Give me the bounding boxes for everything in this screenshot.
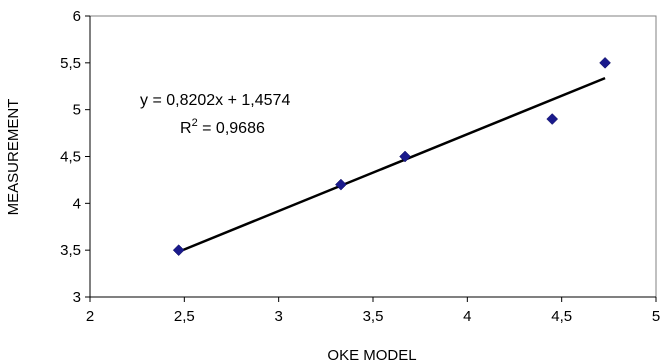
- x-tick-label: 4,5: [551, 308, 572, 325]
- y-tick-label: 4: [73, 195, 81, 212]
- data-point-diamond: [335, 178, 347, 191]
- y-tick-label: 5: [73, 102, 81, 119]
- x-tick-label: 5: [652, 308, 660, 325]
- y-tick-label: 6: [73, 8, 81, 25]
- trendline-equation: y = 0,8202x + 1,4574: [140, 92, 290, 109]
- x-tick-label: 2: [86, 308, 94, 325]
- x-tick-label: 4: [463, 308, 471, 325]
- data-point-diamond: [546, 113, 559, 125]
- data-points: [172, 56, 611, 257]
- y-axis-title: MEASUREMENT: [5, 99, 22, 216]
- x-tick-label: 3,5: [363, 308, 384, 325]
- y-tick-label: 3,5: [60, 242, 81, 259]
- plot-frame: [89, 15, 657, 298]
- x-tick-label: 2,5: [174, 308, 195, 325]
- x-axis-title: OKE MODEL: [327, 347, 416, 363]
- data-point-diamond: [599, 56, 611, 69]
- trendline-group: [178, 76, 606, 253]
- trendline: [178, 76, 606, 253]
- data-point-diamond: [399, 150, 411, 163]
- y-tick-label: 5,5: [60, 55, 81, 72]
- x-axis-ticks: 2 2,5 3 3,5 4 4,5 5: [86, 297, 660, 325]
- r-squared-label: R2 = 0,9686: [180, 117, 265, 137]
- data-point-diamond: [172, 244, 185, 257]
- y-tick-label: 3: [73, 289, 81, 306]
- x-tick-label: 3: [274, 308, 282, 325]
- plot-border: [89, 15, 657, 298]
- y-axis-ticks: 3 3,5 4 4,5 5 5,5 6: [60, 8, 90, 306]
- y-tick-label: 4,5: [60, 149, 81, 166]
